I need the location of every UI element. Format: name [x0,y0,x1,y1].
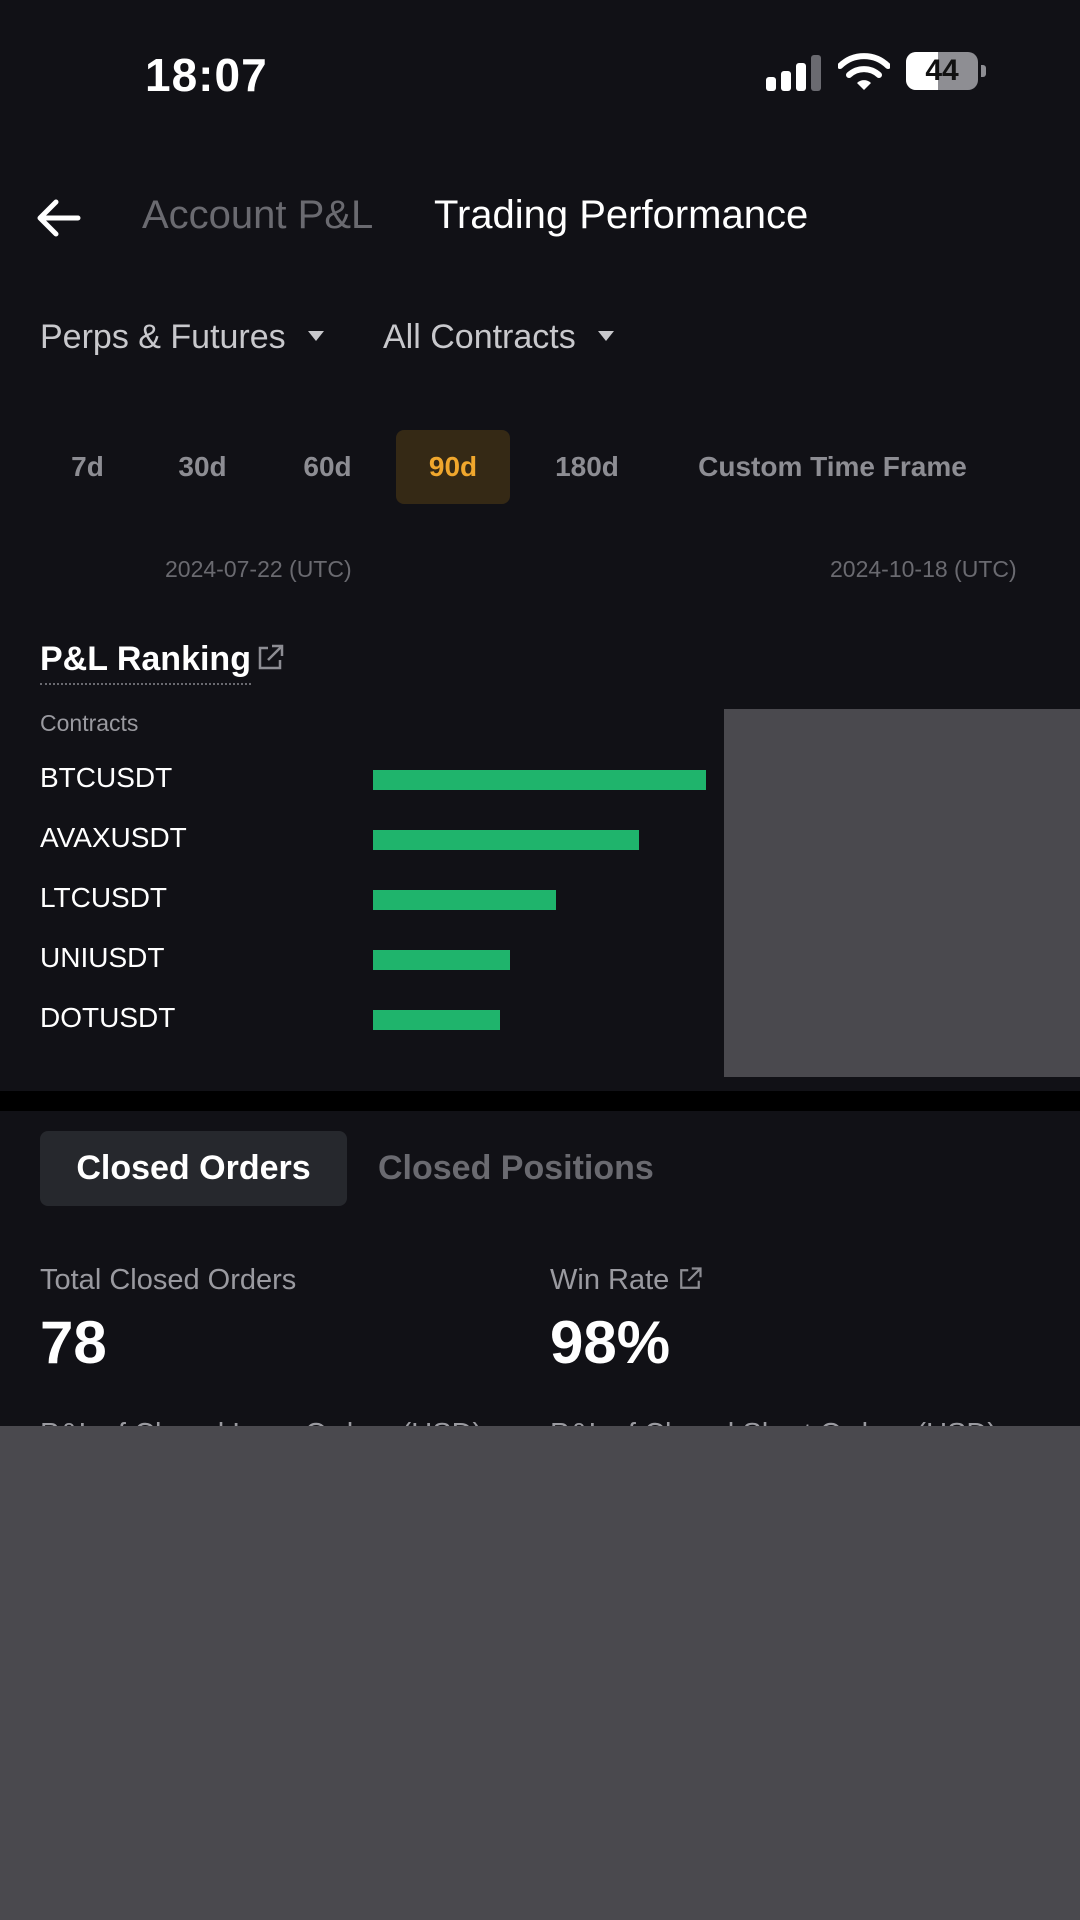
date-end: 2024-10-18 (UTC) [830,556,1017,582]
range-180d[interactable]: 180d [555,451,619,482]
external-link-icon[interactable] [254,642,286,674]
contracts-column-label: Contracts [40,710,139,736]
pnl-bar [373,890,556,910]
redacted-area [724,709,1080,1077]
range-30d[interactable]: 30d [178,451,227,482]
pnl-bar [373,950,510,970]
ranking-contract-label: BTCUSDT [40,762,173,793]
market-filter-label: Perps & Futures [40,318,286,356]
total-closed-orders-label: Total Closed Orders [40,1264,297,1296]
pnl-ranking-title[interactable]: P&L Ranking [40,640,251,685]
ranking-contract-label: LTCUSDT [40,882,168,913]
contracts-filter-label: All Contracts [383,318,576,356]
pnl-bar [373,830,639,850]
status-time: 18:07 [145,49,268,101]
caret-down-icon [597,331,614,342]
pnl-bar [373,1010,500,1030]
section-divider [0,1091,1080,1111]
win-rate-value: 98% [550,1309,671,1376]
range-60d[interactable]: 60d [303,451,352,482]
contracts-filter-dropdown[interactable]: All Contracts [383,318,614,357]
arrow-left-icon[interactable] [34,196,84,240]
tab-closed-positions[interactable]: Closed Positions [378,1149,654,1187]
ranking-contract-label: UNIUSDT [40,942,165,973]
tab-account-pnl[interactable]: Account P&L [142,193,374,237]
pnl-bar [373,770,706,790]
range-90d[interactable]: 90d [396,430,510,504]
range-custom[interactable]: Custom Time Frame [698,451,967,482]
battery-icon: 44 [906,52,986,92]
wifi-icon [838,53,890,90]
cellular-signal-icon [766,55,822,91]
market-filter-dropdown[interactable]: Perps & Futures [40,318,324,357]
range-7d[interactable]: 7d [71,451,104,482]
tab-trading-performance[interactable]: Trading Performance [434,193,809,237]
total-closed-orders-value: 78 [40,1309,107,1376]
external-link-icon[interactable] [676,1265,704,1293]
battery-percent: 44 [925,54,959,87]
ranking-contract-label: DOTUSDT [40,1002,176,1033]
win-rate-label[interactable]: Win Rate [550,1264,670,1296]
caret-down-icon [307,331,324,342]
tab-closed-orders[interactable]: Closed Orders [40,1131,347,1206]
ranking-contract-label: AVAXUSDT [40,822,187,853]
date-start: 2024-07-22 (UTC) [165,556,352,582]
redacted-area [0,1426,1080,1920]
